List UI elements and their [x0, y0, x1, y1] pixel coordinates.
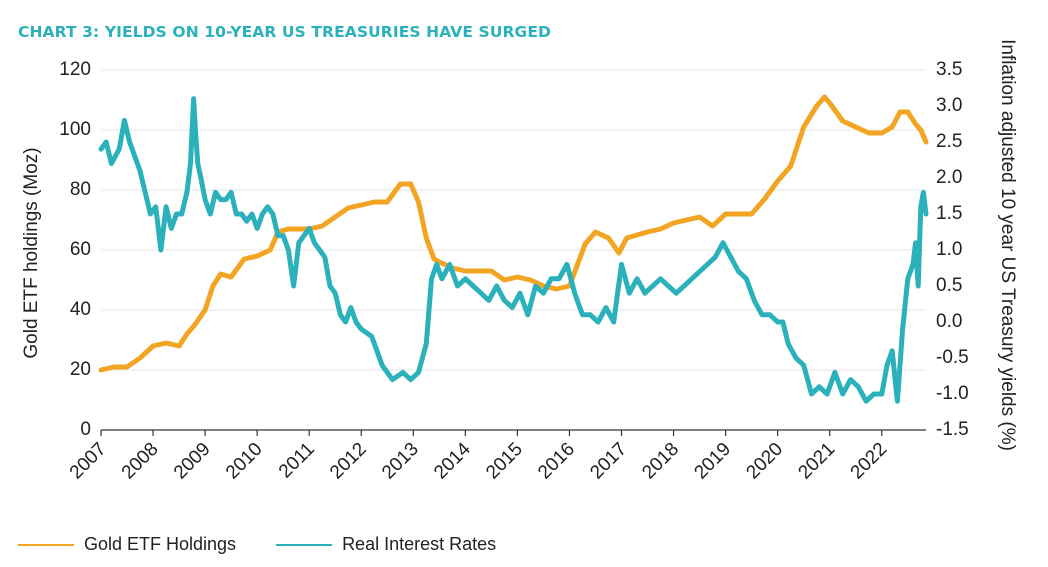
legend-label-gold: Gold ETF Holdings	[84, 534, 237, 554]
x-tick-label: 2020	[742, 439, 787, 484]
left-y-tick-label: 60	[70, 239, 91, 260]
left-y-tick-label: 0	[80, 419, 91, 440]
x-tick-label: 2012	[326, 439, 371, 484]
gold-etf-holdings-line	[98, 94, 929, 373]
x-tick-label: 2022	[847, 439, 892, 484]
left-y-tick-label: 40	[70, 299, 91, 320]
right-y-tick-label: 0.5	[936, 275, 962, 296]
right-y-tick-label: 3.5	[936, 59, 962, 80]
legend-item-gold: Gold ETF Holdings	[18, 534, 236, 555]
right-y-tick-label: -0.5	[936, 347, 969, 368]
grid-lines	[101, 69, 926, 371]
chart-title: CHART 3: YIELDS ON 10-YEAR US TREASURIES…	[18, 23, 552, 41]
right-y-tick-label: 1.0	[936, 239, 962, 260]
x-tick-label: 2016	[534, 439, 579, 484]
right-y-tick-label: -1.0	[936, 383, 969, 404]
x-tick-label: 2013	[378, 439, 423, 484]
left-y-ticks: 0 20 40 60 80 100 120	[59, 59, 91, 440]
x-tick-label: 2021	[794, 439, 839, 484]
x-tick-label: 2015	[482, 439, 527, 484]
x-tick-label: 2009	[170, 439, 215, 484]
right-y-tick-label: -1.5	[936, 419, 969, 440]
x-tick-label: 2008	[118, 439, 163, 484]
x-tick-label: 2018	[638, 439, 683, 484]
right-y-tick-label: 0.0	[936, 311, 962, 332]
x-tick-label: 2010	[222, 439, 267, 484]
left-y-tick-label: 100	[59, 119, 91, 140]
series-lines	[98, 94, 929, 404]
legend-swatch-gold	[18, 543, 74, 546]
right-y-axis-label: Inflation adjusted 10 year US Treasury y…	[997, 39, 1018, 451]
x-tick-label: 2007	[66, 439, 111, 484]
right-y-tick-label: 1.5	[936, 203, 962, 224]
right-y-tick-label: 3.0	[936, 95, 962, 116]
left-y-tick-label: 120	[59, 59, 91, 80]
x-tick-label: 2011	[275, 439, 319, 483]
right-y-ticks: -1.5 -1.0 -0.5 0.0 0.5 1.0 1.5 2.0 2.5 3.0 3.5	[936, 59, 969, 440]
x-tick-label: 2017	[586, 439, 631, 484]
left-y-tick-label: 20	[70, 359, 91, 380]
left-y-tick-label: 80	[70, 179, 91, 200]
right-y-tick-label: 2.0	[936, 167, 962, 188]
legend-item-real-rates: Real Interest Rates	[276, 534, 496, 555]
x-tick-label: 2019	[690, 439, 735, 484]
x-ticks: 2007 2008 2009 2010 2011 2012 2013 2014 2015 2016…	[66, 430, 892, 484]
right-y-tick-label: 2.5	[936, 131, 962, 152]
legend: Gold ETF Holdings Real Interest Rates	[18, 534, 536, 555]
legend-label-real-rates: Real Interest Rates	[342, 534, 497, 554]
left-y-axis-label: Gold ETF holdings (Moz)	[21, 147, 42, 358]
legend-swatch-real-rates	[276, 543, 333, 546]
real-interest-rates-line	[98, 96, 929, 404]
x-tick-label: 2014	[430, 438, 475, 483]
